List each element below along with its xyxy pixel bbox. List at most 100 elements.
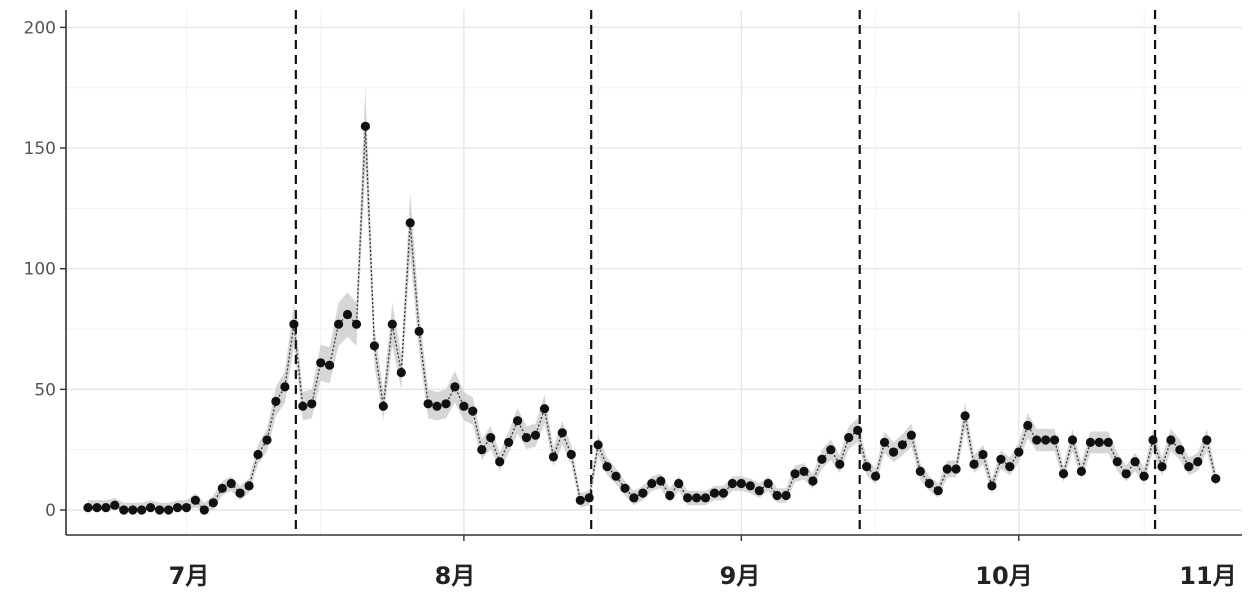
dashed-vertical-lines <box>294 10 1157 535</box>
data-point <box>611 471 621 481</box>
data-point <box>378 401 388 411</box>
x-axis-month-labels: 7月 8月 9月 10月 11月 <box>169 535 1237 590</box>
data-point <box>700 493 711 503</box>
data-point <box>92 503 102 513</box>
data-point <box>244 481 254 491</box>
data-point <box>978 449 988 460</box>
data-point <box>1193 457 1203 467</box>
data-point <box>325 360 335 370</box>
data-point <box>217 483 227 493</box>
data-point <box>772 490 782 501</box>
data-point <box>665 490 675 501</box>
data-point <box>342 309 353 320</box>
data-point <box>1005 462 1015 472</box>
data-point <box>736 478 746 489</box>
data-point <box>172 503 183 513</box>
data-point <box>539 404 550 414</box>
data-point <box>137 505 147 515</box>
data-point <box>915 466 925 476</box>
data-point <box>155 505 165 515</box>
data-point <box>754 486 764 496</box>
data-point <box>1211 474 1221 484</box>
data-point <box>450 382 460 392</box>
data-point <box>146 503 156 513</box>
data-points <box>83 121 1221 515</box>
data-point <box>414 326 424 336</box>
y-tick-label: 100 <box>24 260 56 280</box>
x-month-label: 9月 <box>720 562 761 590</box>
axes <box>65 10 1242 536</box>
data-point <box>745 481 755 491</box>
data-point <box>888 447 899 457</box>
data-point <box>1175 445 1185 455</box>
data-point <box>360 121 370 131</box>
y-tick-label: 150 <box>24 139 56 159</box>
data-point <box>584 493 594 503</box>
data-point <box>960 411 970 421</box>
confidence-band <box>88 87 1216 510</box>
data-point <box>727 478 738 489</box>
data-point <box>530 430 541 440</box>
data-point <box>1023 420 1033 431</box>
data-point <box>164 505 174 515</box>
data-point <box>1094 437 1104 447</box>
data-point <box>289 319 299 329</box>
data-point <box>897 440 908 450</box>
data-point <box>298 401 308 411</box>
data-point <box>1130 457 1140 467</box>
data-point <box>235 488 245 498</box>
data-point <box>495 457 505 467</box>
y-tick-label: 50 <box>34 380 56 400</box>
data-point <box>987 481 997 491</box>
data-point <box>1041 435 1051 445</box>
data-point <box>83 503 93 513</box>
x-month-label: 10月 <box>975 562 1032 590</box>
data-point <box>656 476 666 486</box>
x-month-label: 7月 <box>169 562 210 590</box>
confidence-band-area <box>88 87 1216 510</box>
data-point <box>853 425 863 435</box>
data-point <box>1148 435 1158 445</box>
data-point <box>110 500 120 510</box>
data-point <box>1121 469 1131 479</box>
data-point <box>808 476 818 486</box>
data-point <box>1103 437 1113 447</box>
data-point <box>674 478 684 489</box>
data-point <box>629 493 639 503</box>
data-point <box>316 358 326 368</box>
data-point <box>1058 469 1069 479</box>
data-point <box>253 449 263 460</box>
data-point <box>119 505 129 515</box>
data-point <box>790 469 800 479</box>
data-point <box>1166 435 1176 445</box>
data-point <box>334 319 344 329</box>
data-point <box>1157 462 1167 472</box>
grid <box>66 10 1242 535</box>
data-point <box>432 401 442 411</box>
data-point <box>620 483 630 493</box>
data-point <box>996 454 1006 464</box>
data-point <box>387 319 397 329</box>
data-point <box>208 498 218 508</box>
data-point <box>477 445 487 455</box>
data-point <box>459 401 469 411</box>
data-point <box>763 478 773 489</box>
data-point <box>871 471 881 481</box>
data-point <box>557 428 567 438</box>
data-point <box>575 495 585 505</box>
data-point <box>718 488 729 498</box>
data-point <box>307 399 317 409</box>
y-tick-label: 0 <box>45 501 56 521</box>
data-point <box>1139 471 1149 481</box>
data-point <box>799 466 809 476</box>
data-point <box>638 488 648 498</box>
data-point <box>1112 457 1122 467</box>
data-point <box>566 449 576 460</box>
y-axis-ticks: 0 50 100 150 200 <box>24 18 66 521</box>
data-point <box>924 478 934 489</box>
data-point <box>683 493 693 503</box>
data-point <box>262 435 272 445</box>
data-point <box>181 503 191 513</box>
